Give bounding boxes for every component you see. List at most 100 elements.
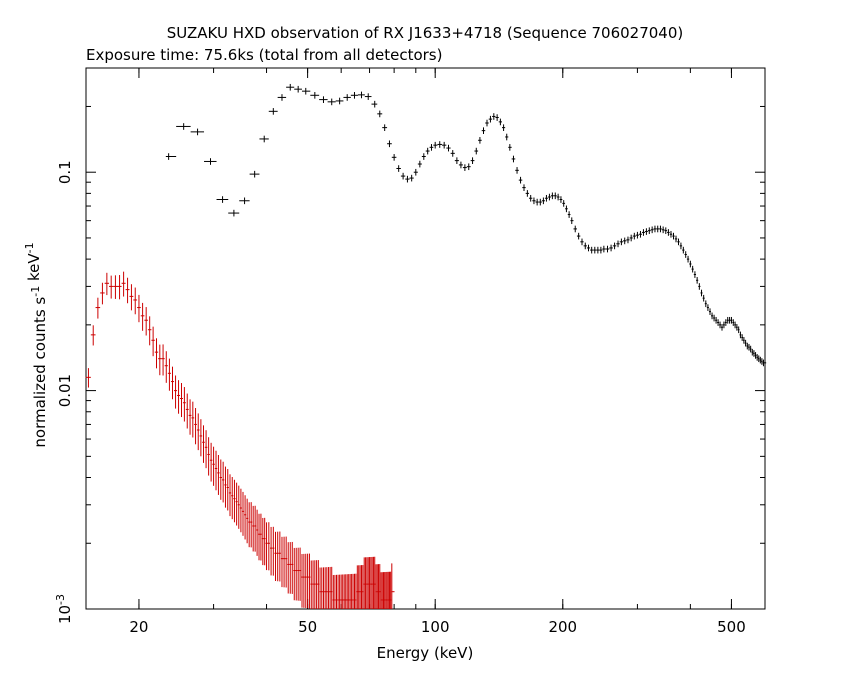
- data-point: [580, 238, 584, 246]
- data-point: [85, 368, 91, 388]
- data-point: [567, 211, 571, 218]
- data-point: [553, 192, 557, 200]
- data-point: [391, 154, 397, 161]
- data-point: [686, 255, 690, 263]
- data-point: [565, 205, 568, 213]
- data-point: [304, 553, 307, 609]
- data-point: [278, 531, 281, 582]
- data-point: [343, 574, 345, 609]
- x-tick-label: 200: [548, 618, 577, 636]
- data-point: [735, 323, 738, 331]
- data-point: [741, 334, 744, 341]
- data-point: [364, 93, 372, 100]
- data-point: [233, 479, 236, 523]
- data-point: [117, 275, 122, 300]
- data-point: [522, 184, 526, 191]
- data-point: [386, 571, 388, 609]
- data-point: [202, 425, 205, 463]
- data-point: [239, 488, 242, 533]
- data-point: [330, 566, 333, 609]
- data-point: [121, 271, 126, 297]
- data-point: [748, 343, 750, 351]
- data-point: [667, 229, 670, 236]
- data-point: [454, 157, 459, 164]
- data-point: [259, 135, 269, 143]
- data-point: [332, 575, 335, 609]
- data-point: [762, 359, 767, 367]
- data-point: [90, 325, 96, 346]
- data-point: [749, 345, 752, 353]
- data-point: [140, 302, 145, 331]
- data-point: [104, 272, 110, 296]
- data-point: [547, 193, 551, 201]
- data-point: [185, 393, 189, 429]
- data-point: [199, 419, 203, 457]
- data-point: [359, 565, 361, 609]
- data-point: [485, 119, 489, 127]
- data-point: [481, 127, 486, 135]
- data-point: [653, 225, 657, 233]
- data-point: [417, 160, 422, 168]
- data-point: [413, 168, 418, 176]
- data-point: [254, 505, 257, 552]
- data-point: [605, 245, 610, 253]
- data-point: [693, 271, 697, 278]
- data-point: [212, 446, 215, 486]
- data-point: [371, 100, 378, 108]
- data-point: [109, 275, 114, 299]
- plot-area: [85, 67, 766, 610]
- data-point: [679, 242, 683, 250]
- data-point: [344, 574, 347, 609]
- data-point: [632, 232, 636, 240]
- data-point: [276, 531, 279, 582]
- data-point: [349, 574, 351, 609]
- data-point: [217, 455, 220, 495]
- data-point: [310, 92, 320, 99]
- data-point: [341, 574, 344, 609]
- plot-frame: [85, 67, 766, 610]
- data-point: [656, 225, 660, 233]
- data-point: [644, 228, 648, 235]
- data-point: [346, 574, 348, 609]
- data-point: [194, 408, 197, 445]
- data-point: [246, 498, 249, 544]
- data-point: [609, 244, 613, 252]
- data-point: [188, 399, 192, 435]
- data-point: [360, 565, 363, 609]
- data-point: [235, 482, 238, 526]
- data-point: [529, 194, 533, 202]
- data-point: [177, 380, 181, 414]
- data-point: [538, 198, 542, 206]
- data-point: [265, 522, 268, 571]
- data-point: [322, 567, 325, 609]
- data-point: [532, 197, 536, 205]
- data-point: [382, 124, 388, 132]
- data-point: [684, 251, 687, 258]
- data-point: [113, 275, 118, 299]
- data-point: [204, 430, 208, 469]
- data-point: [511, 155, 516, 163]
- y-tick-label: 0.1: [56, 160, 74, 184]
- data-point: [583, 242, 587, 250]
- data-point: [219, 459, 222, 500]
- data-point: [231, 477, 234, 520]
- data-point: [356, 565, 359, 609]
- data-point: [252, 505, 255, 552]
- data-point: [501, 124, 506, 132]
- data-point: [133, 287, 138, 315]
- data-point: [433, 141, 438, 149]
- data-point: [286, 83, 295, 91]
- data-point: [355, 573, 357, 609]
- series-layer: [85, 83, 767, 609]
- data-point: [224, 466, 227, 508]
- data-point: [751, 348, 754, 356]
- data-point: [619, 238, 624, 246]
- data-point: [302, 553, 305, 608]
- data-point: [249, 170, 260, 178]
- data-point: [95, 297, 101, 319]
- data-point: [616, 240, 620, 248]
- data-point: [409, 174, 414, 182]
- data-point: [319, 567, 321, 609]
- data-point: [556, 193, 560, 201]
